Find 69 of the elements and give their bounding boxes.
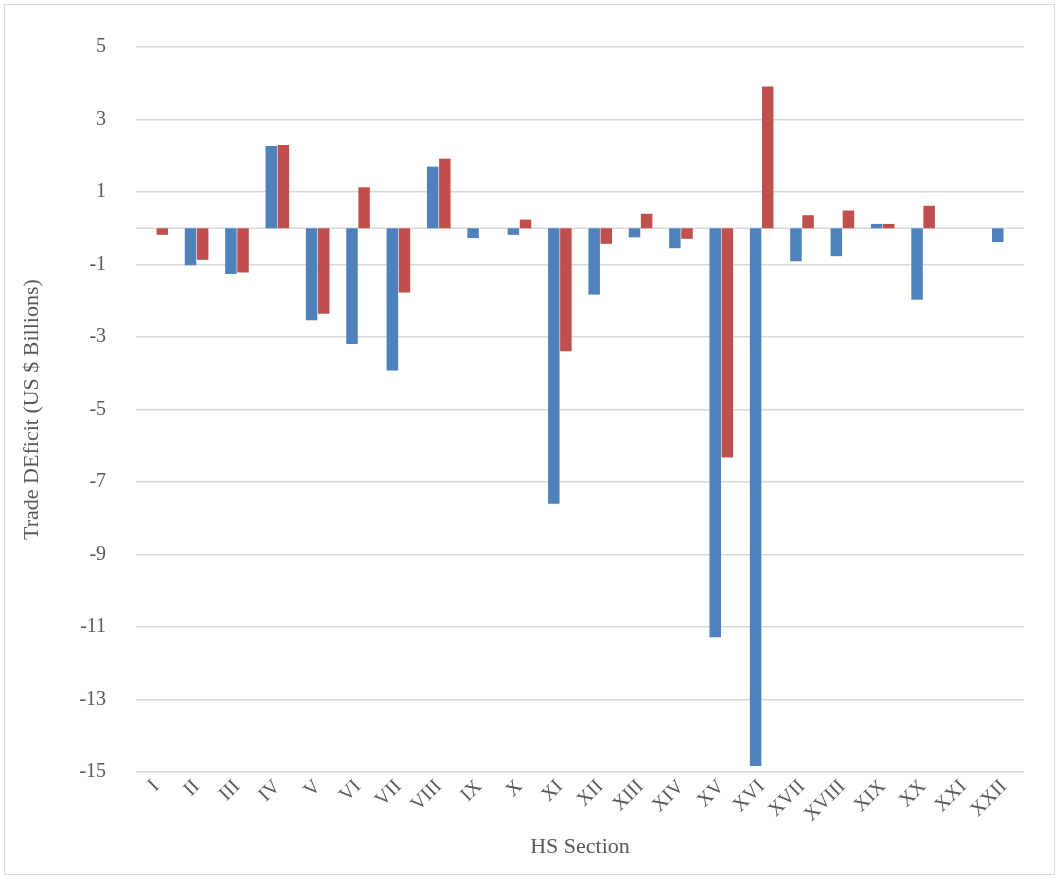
- bar: [749, 228, 762, 766]
- x-tick-label: IX: [455, 774, 487, 806]
- y-tick-label: 1: [96, 179, 107, 202]
- x-tick-label: XII: [571, 774, 607, 810]
- bar: [842, 210, 855, 229]
- y-tick-label: -7: [89, 469, 107, 492]
- x-tick-label: XIII: [607, 774, 648, 815]
- x-tick-label: XIV: [646, 774, 688, 816]
- y-tick-label: 3: [96, 106, 107, 129]
- x-tick-label: VI: [334, 774, 365, 806]
- bar: [883, 223, 895, 229]
- y-tick-label: -13: [79, 686, 107, 709]
- x-tick-label: XXI: [929, 774, 970, 816]
- bar: [923, 205, 935, 229]
- y-tick-label: 5: [96, 34, 107, 57]
- x-tick-label: XV: [691, 774, 729, 811]
- y-tick-label: -3: [89, 324, 107, 347]
- bar: [156, 228, 169, 235]
- bar: [669, 228, 681, 249]
- bar: [911, 228, 923, 300]
- bar: [992, 228, 1004, 243]
- bar: [721, 228, 734, 458]
- x-tick-label: II: [178, 774, 204, 800]
- y-tick-label: -1: [89, 251, 107, 274]
- x-tick-label: IV: [253, 774, 285, 806]
- bar: [317, 228, 330, 314]
- bar: [548, 228, 560, 504]
- bar: [305, 228, 318, 321]
- x-tick-label: III: [213, 774, 244, 805]
- y-tick-label: -15: [79, 759, 107, 782]
- bar: [265, 145, 278, 229]
- bar: [628, 228, 641, 238]
- y-tick-label: -5: [89, 396, 107, 419]
- bar: [386, 228, 399, 371]
- bar: [761, 86, 774, 229]
- x-tick-label: XIX: [848, 774, 890, 816]
- x-tick-label: XX: [893, 774, 931, 811]
- x-tick-label: VII: [369, 774, 405, 810]
- y-tick-label: -9: [89, 541, 107, 564]
- y-axis-title: Trade DEficit (US $ Billions): [17, 279, 43, 540]
- bar: [790, 228, 802, 262]
- x-tick-label: X: [500, 774, 527, 801]
- bar: [709, 228, 721, 638]
- bar: [439, 158, 451, 229]
- bar: [196, 228, 209, 260]
- y-tick-label: -11: [80, 614, 107, 637]
- x-tick-label: V: [298, 774, 325, 801]
- bar: [640, 213, 653, 229]
- x-tick-label: VIII: [405, 774, 446, 815]
- bar: [346, 228, 358, 344]
- x-tick-label: XI: [535, 774, 567, 806]
- bar: [398, 228, 411, 293]
- bar: [426, 166, 439, 229]
- bar: [560, 228, 572, 352]
- bar: [681, 228, 693, 239]
- x-axis-title: HS Section: [530, 832, 630, 858]
- bar: [237, 228, 249, 273]
- bar: [802, 215, 814, 229]
- bar: [588, 228, 600, 295]
- x-tick-label: XVI: [727, 774, 769, 816]
- bar: [277, 144, 290, 229]
- bar: [184, 228, 197, 266]
- x-tick-label: I: [142, 774, 163, 795]
- bar: [830, 228, 843, 257]
- bar: [507, 228, 520, 235]
- bar: [467, 228, 479, 239]
- bar: [600, 228, 613, 244]
- bar: [358, 187, 370, 229]
- bar: [225, 228, 237, 274]
